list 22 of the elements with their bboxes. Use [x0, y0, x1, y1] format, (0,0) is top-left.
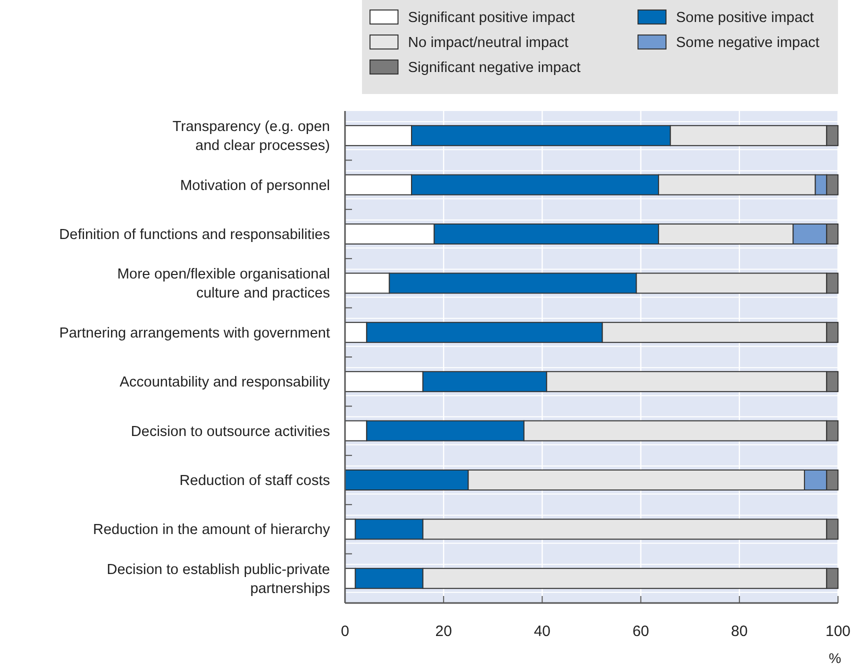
legend-label: No impact/neutral impact [408, 35, 568, 51]
x-tick-label: 60 [632, 623, 650, 640]
x-axis-title: % [828, 650, 842, 666]
y-tick-label: Motivation of personnel [180, 178, 330, 194]
y-tick-label: Decision to establish public-private partnerships [106, 562, 330, 597]
x-tick-label: 40 [534, 623, 551, 640]
x-tick-label: 80 [731, 623, 748, 640]
y-tick-label: Partnering arrangements with government [59, 325, 330, 342]
y-tick-label: Transparency (e.g. open and clear processes) [172, 119, 330, 154]
y-tick-label: Definition of functions and responsabilities [59, 227, 330, 243]
y-tick-label: Accountability and responsability [120, 374, 331, 391]
y-tick-label: Reduction of staff costs [180, 473, 330, 489]
x-tick-label: 100 [825, 623, 851, 640]
legend-label: Some positive impact [676, 10, 814, 26]
x-tick-label: 0 [340, 623, 350, 640]
y-tick-label: Reduction in the amount of hierarchy [93, 522, 331, 538]
legend-label: Significant negative impact [408, 60, 580, 76]
y-tick-label: Decision to outsource activities [130, 424, 330, 440]
x-tick-label: 20 [435, 623, 452, 640]
legend-label: Significant positive impact [408, 10, 575, 26]
legend-label: Some negative impact [676, 35, 820, 51]
y-tick-label: More open/flexible organisational culture and practices [117, 266, 330, 302]
